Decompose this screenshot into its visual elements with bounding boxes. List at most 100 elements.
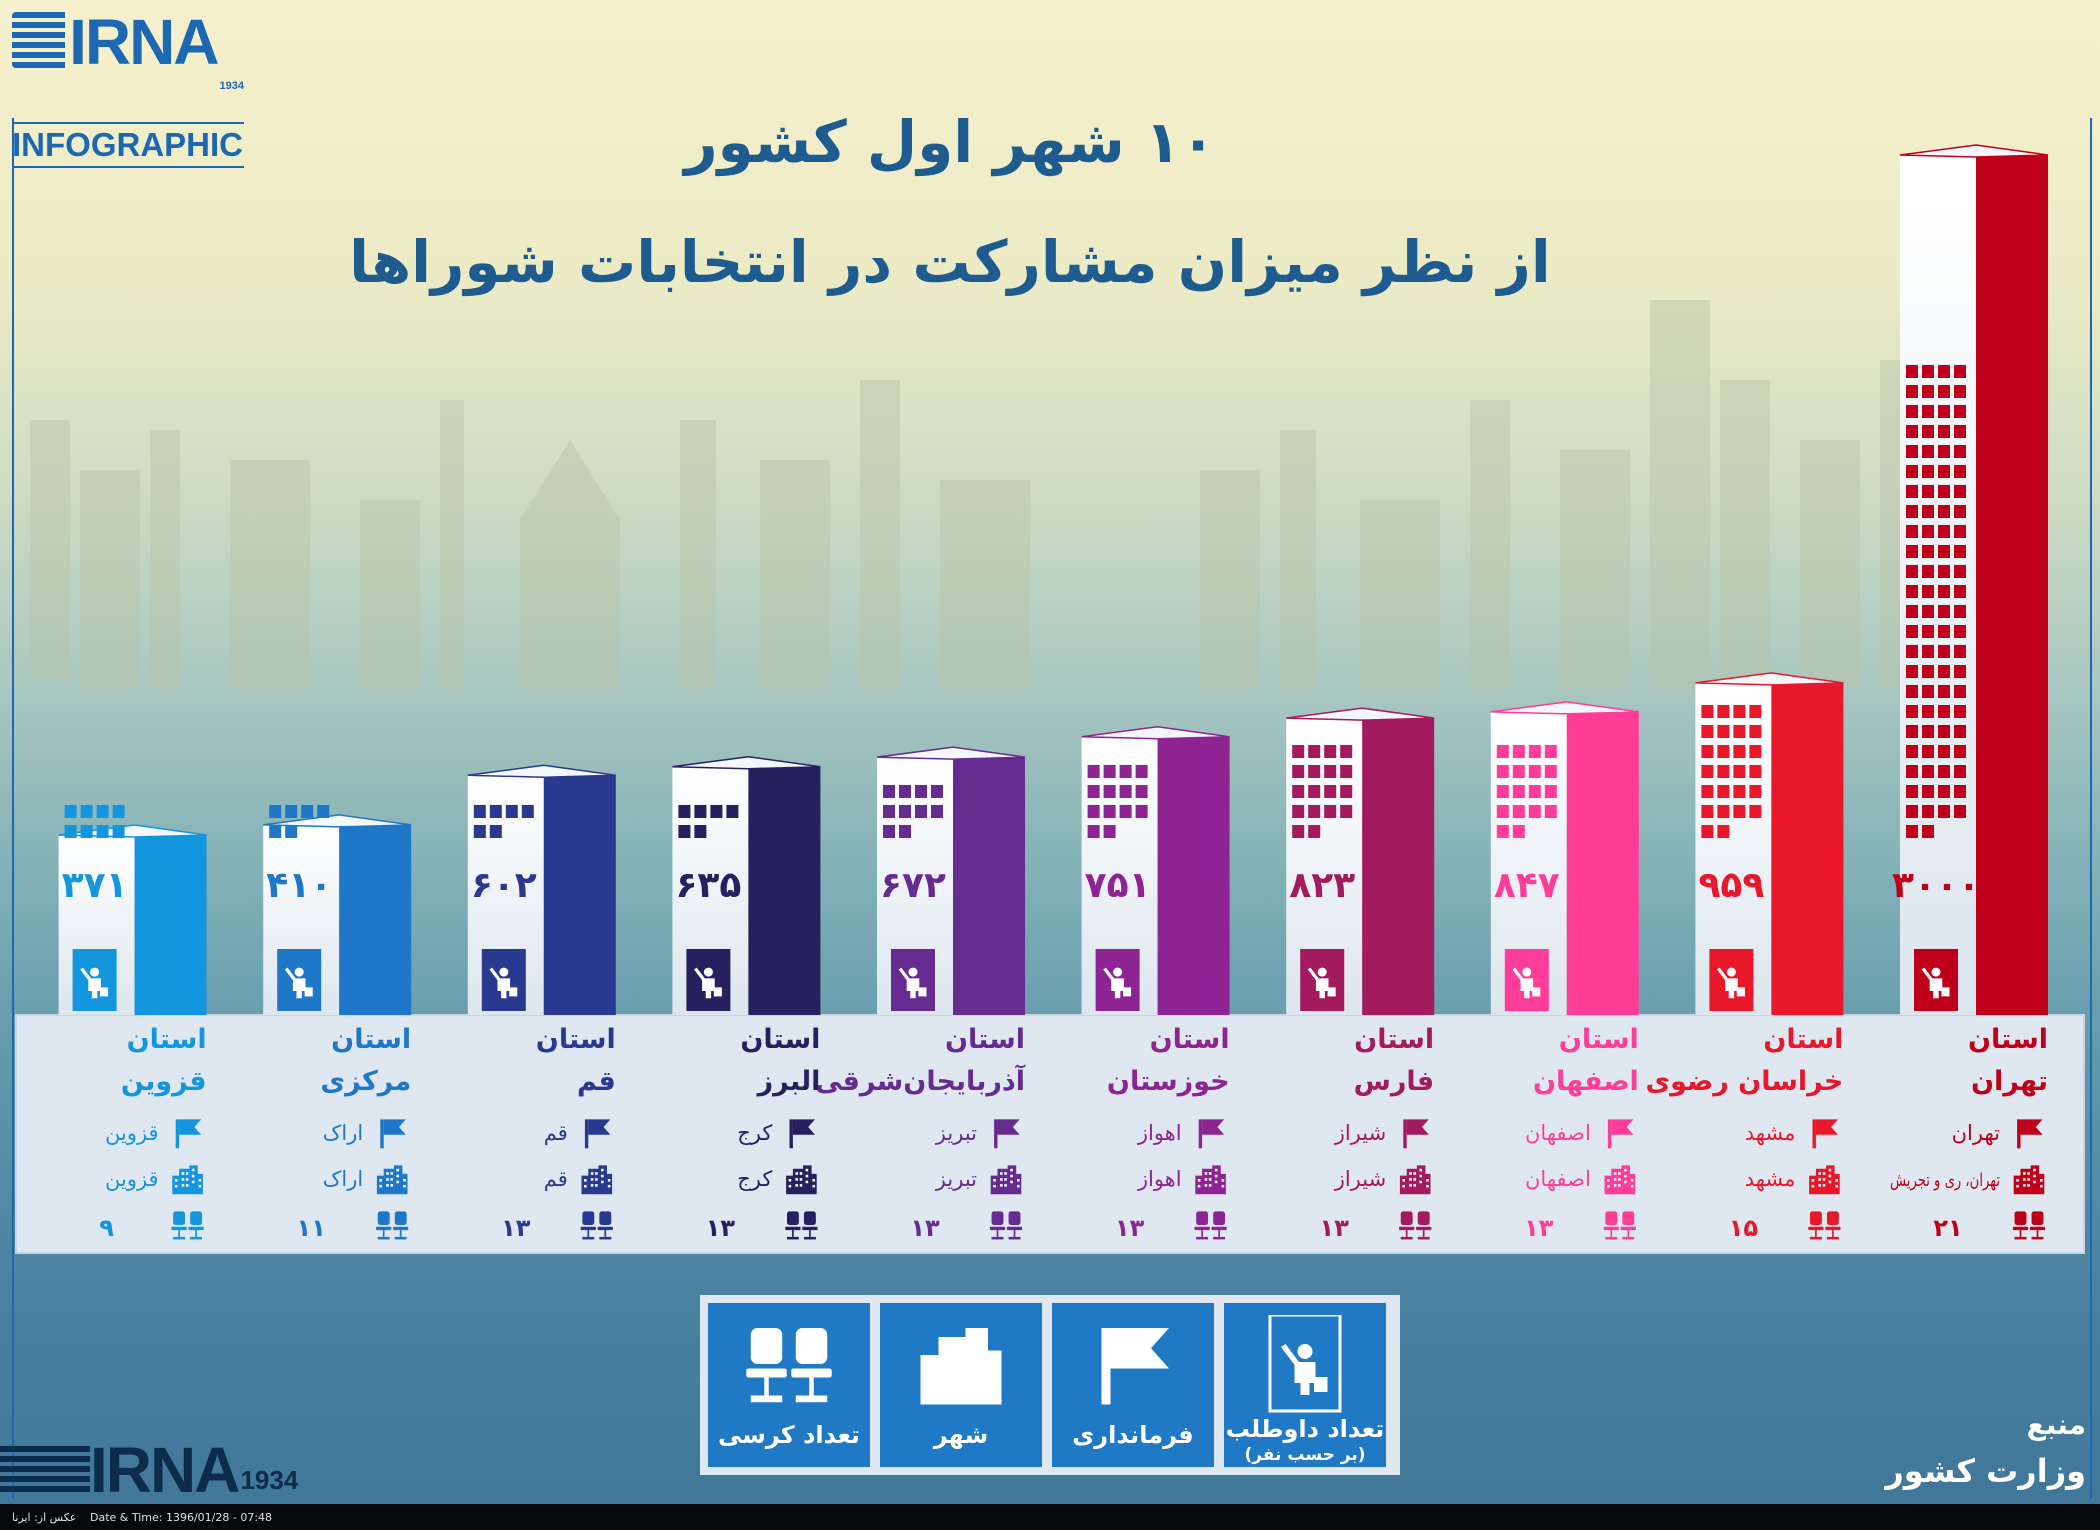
bar-window [1922, 625, 1934, 638]
bar-window [1103, 785, 1116, 798]
bar-10: ۳۷۱ [58, 805, 207, 1015]
bar-window [1717, 765, 1730, 778]
bar-window [1103, 825, 1116, 838]
bar-value-label: ۹۵۹ [1698, 865, 1764, 906]
bar-window [883, 825, 895, 838]
bar-window [1938, 605, 1950, 618]
bar-window [1922, 805, 1934, 818]
governorate-name: اصفهان [1525, 1121, 1591, 1145]
bar-window [1906, 685, 1918, 698]
bar-window [1087, 825, 1100, 838]
bar-window [1496, 765, 1509, 778]
bar-window [1922, 585, 1934, 598]
bar-window [1733, 725, 1746, 738]
bar-window [1749, 765, 1762, 778]
bar-window [1922, 685, 1934, 698]
bar-windows [678, 805, 739, 838]
bar-window [1906, 585, 1918, 598]
bar-window [1906, 445, 1918, 458]
bar-window [1292, 805, 1305, 818]
bar-side-face [543, 775, 616, 1015]
bar-window [1938, 745, 1950, 758]
bar-4: ۸۲۳ [1286, 707, 1435, 1015]
bar-window [1308, 765, 1321, 778]
province-prefix: استان [536, 1024, 616, 1055]
bar-window [1717, 805, 1730, 818]
bar-window [1528, 745, 1541, 758]
bar-window [1922, 485, 1934, 498]
bar-window [1544, 785, 1557, 798]
bar-window [1324, 765, 1337, 778]
province-prefix: استان [1354, 1024, 1434, 1055]
bar-6: ۶۷۲ [876, 746, 1026, 1015]
bar-window [1938, 765, 1950, 778]
bar-window [1938, 465, 1950, 478]
bar-window [1938, 505, 1950, 518]
bar-window [1701, 825, 1714, 838]
bar-window [112, 805, 125, 818]
logo-year: 1934 [219, 80, 244, 92]
governorate-name: تبریز [935, 1121, 977, 1145]
bar-window [1938, 805, 1950, 818]
bar-window [1528, 765, 1541, 778]
bar-window [1938, 625, 1950, 638]
bar-window [1087, 805, 1100, 818]
province-prefix: استان [127, 1024, 207, 1055]
bar-window [1292, 785, 1305, 798]
bar-roof [1490, 701, 1639, 715]
legend-item-seats: تعداد کرسی [708, 1303, 870, 1467]
legend-label-governorate: فرمانداری [1072, 1421, 1194, 1449]
bar-value-label: ۸۴۷ [1494, 865, 1560, 906]
legend-item-candidates: تعداد داوطلب (بر حسب نفر) [1224, 1303, 1386, 1467]
bar-3: ۸۴۷ [1490, 701, 1639, 1015]
bar-window [1954, 645, 1966, 658]
bar-window [1906, 365, 1918, 378]
bar-window [1906, 645, 1918, 658]
bar-window [899, 805, 911, 818]
bar-side-face [1362, 718, 1435, 1015]
bar-9: ۴۱۰ [263, 805, 412, 1015]
bar-window [1906, 785, 1918, 798]
seats-count: ۱۳ [910, 1214, 940, 1242]
bar-window [694, 825, 707, 838]
legend-item-city: شهر [880, 1303, 1042, 1467]
province-name: مرکزی [320, 1066, 411, 1097]
province-prefix: استان [1763, 1024, 1843, 1055]
bar-window [1954, 805, 1966, 818]
panel-column-6: استان آذربایجان‌شرقی تبریز تبریز ۱۳ [815, 1024, 1026, 1242]
seats-count: ۲۱ [1933, 1214, 1962, 1242]
bar-roof [1081, 725, 1230, 740]
bar-window [1717, 825, 1730, 838]
bar-window [1954, 725, 1966, 738]
bar-value-label: ۸۲۳ [1289, 865, 1355, 906]
logo-infographic-text: INFOGRAPHIC [12, 122, 244, 168]
chairs-icon [746, 1328, 832, 1403]
bar-window [317, 805, 330, 818]
bar-window [1954, 425, 1966, 438]
logo-bottom-year: 1934 [240, 1465, 299, 1495]
bar-window [1544, 805, 1557, 818]
city-name: تهران، ری و تجریش [1890, 1170, 2000, 1191]
bar-window [1922, 745, 1934, 758]
bar-window [1340, 765, 1353, 778]
bar-window [269, 805, 282, 818]
bar-windows [1496, 745, 1557, 838]
bar-window [1954, 685, 1966, 698]
bar-window [1906, 405, 1918, 418]
bar-window [1308, 745, 1321, 758]
city-name: قزوین [105, 1167, 159, 1191]
bar-window [1340, 785, 1353, 798]
bar-window [1528, 805, 1541, 818]
bar-window [931, 805, 943, 818]
bar-window [1292, 765, 1305, 778]
bar-window [1906, 425, 1918, 438]
footer-bar: عکس از: ایرنا Date & Time: 1396/01/28 - … [0, 1504, 2100, 1530]
bar-side-face [1157, 736, 1230, 1015]
bar-window [1292, 745, 1305, 758]
bar-5: ۷۵۱ [1081, 725, 1230, 1015]
bar-window [1119, 785, 1132, 798]
bar-window [1496, 785, 1509, 798]
bar-window [899, 785, 911, 798]
bar-window [1922, 465, 1934, 478]
governorate-name: کرج [737, 1121, 772, 1146]
